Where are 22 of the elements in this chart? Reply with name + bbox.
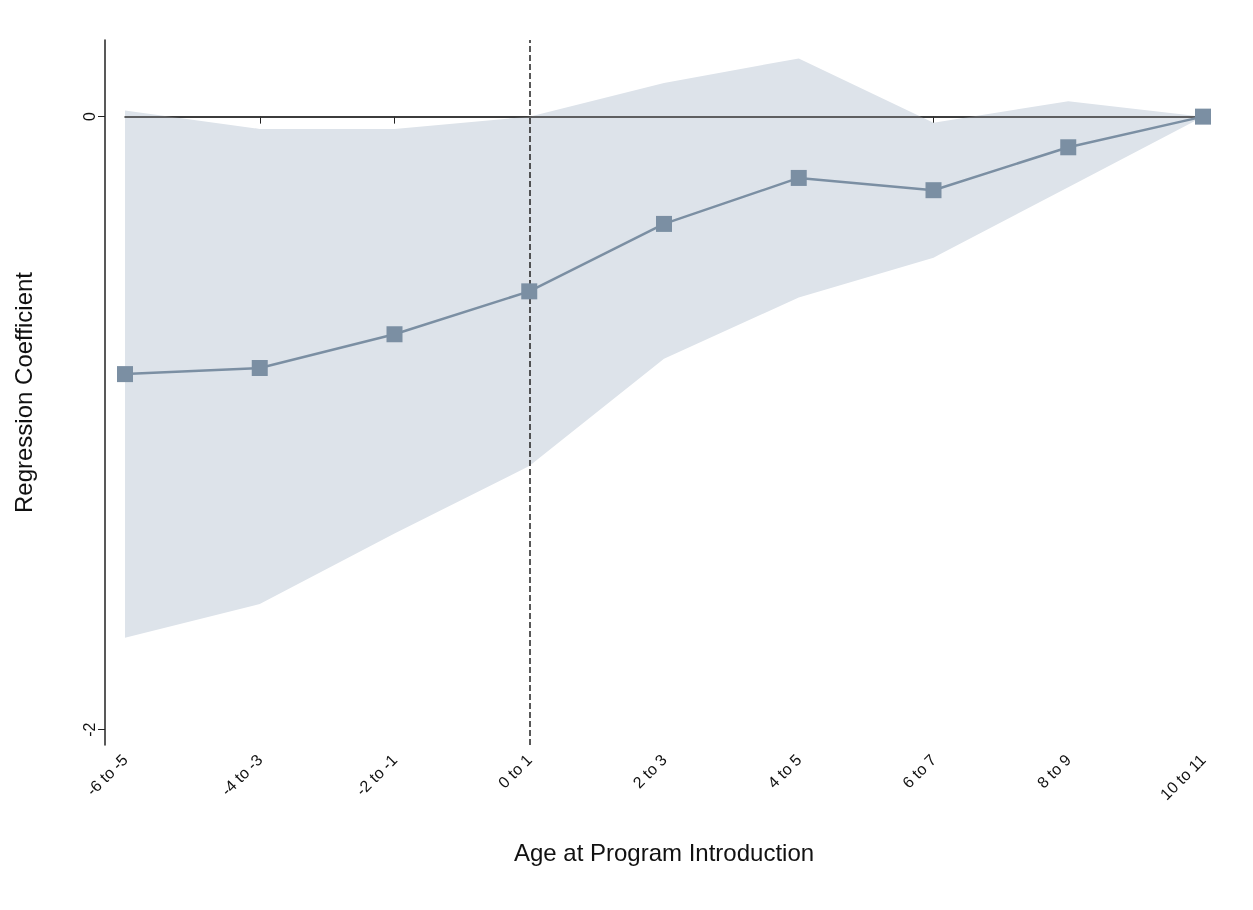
point [925,182,942,199]
x-tick-label: -2 to -1 [352,750,401,799]
x-tick-label: -4 to -3 [217,750,266,799]
point [386,326,403,343]
point [521,283,538,300]
x-tick-label: 2 to 3 [629,750,671,792]
point [117,366,133,383]
point [656,215,672,232]
x-tick-label: 8 to 9 [1033,750,1075,792]
x-axis-title: Age at Program Introduction [513,838,815,866]
x-tick-label: 6 to 7 [899,750,940,792]
y-tick-label: 0 [80,112,98,122]
point [790,169,807,186]
point [251,359,268,376]
y-tick-label: -2 [80,722,98,737]
x-tick-label: 4 to 5 [764,750,805,792]
point [1195,108,1211,125]
x-tick-label: 10 to 11 [1156,750,1210,804]
x-tick-label: 0 to 1 [494,750,536,792]
y-axis-title: Regression Coefficient [9,271,37,514]
point [1060,139,1077,156]
x-tick-label: -6 to -5 [83,750,132,799]
